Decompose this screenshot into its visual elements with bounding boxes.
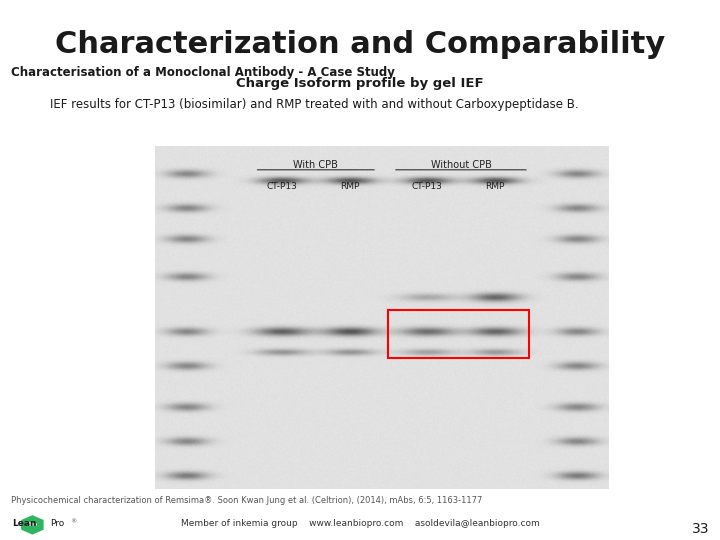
Bar: [388, 310, 529, 359]
Text: Characterisation of a Monoclonal Antibody - A Case Study: Characterisation of a Monoclonal Antibod…: [11, 66, 395, 79]
Text: Bio: Bio: [27, 522, 38, 528]
Text: ®: ®: [71, 519, 77, 525]
Text: Charge Isoform profile by gel IEF: Charge Isoform profile by gel IEF: [236, 77, 484, 90]
Text: Characterization and Comparability: Characterization and Comparability: [55, 30, 665, 59]
Text: CT-P13: CT-P13: [412, 182, 442, 191]
Text: Physicochemical characterization of Remsima®. Soon Kwan Jung et al. (Celtrion), : Physicochemical characterization of Rems…: [11, 496, 482, 505]
Text: Without CPB: Without CPB: [431, 159, 492, 170]
Text: Pro: Pro: [50, 519, 65, 528]
Text: With CPB: With CPB: [293, 159, 338, 170]
Text: Lean: Lean: [12, 519, 37, 528]
Text: Member of inkemia group    www.leanbiopro.com    asoldevila@leanbiopro.com: Member of inkemia group www.leanbiopro.c…: [181, 519, 539, 528]
Text: CT-P13: CT-P13: [266, 182, 297, 191]
Text: RMP: RMP: [485, 182, 505, 191]
Text: 33: 33: [692, 522, 709, 536]
Text: RMP: RMP: [340, 182, 359, 191]
Text: IEF results for CT-P13 (biosimilar) and RMP treated with and without Carboxypept: IEF results for CT-P13 (biosimilar) and …: [50, 98, 579, 111]
